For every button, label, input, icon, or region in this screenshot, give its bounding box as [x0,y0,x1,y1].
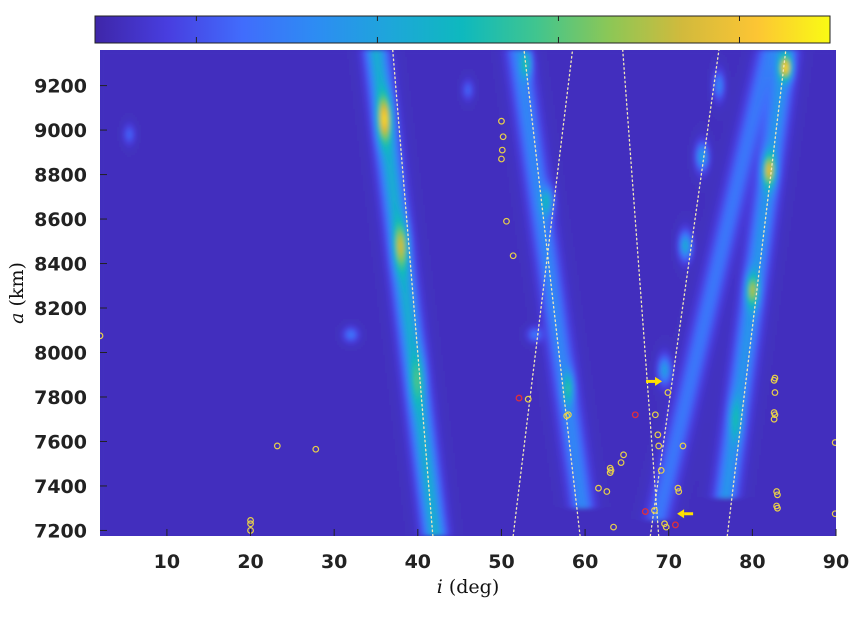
object-marker-yellow [273,442,281,450]
object-marker-yellow [620,451,627,459]
object-marker-yellow [247,517,254,524]
x-axis-title: i (deg) [437,576,500,598]
object-marker-yellow [498,155,505,163]
y-axis-title: a (km) [6,262,28,324]
object-marker-yellow [657,466,665,474]
y-tick-label: 7200 [34,520,87,542]
y-axis-ticks: 7200 7400 7600 7800 8000 8200 8400 8600 8800 9000… [34,76,107,542]
object-marker-yellow [607,466,615,474]
resonance-line [392,50,434,536]
object-marker-yellow [499,133,507,141]
y-tick-label: 8800 [34,165,87,187]
object-marker-yellow [247,520,254,528]
resonance-line [512,50,574,536]
object-marker-yellow [679,442,687,450]
object-marker-yellow [595,484,602,492]
object-marker-yellow [771,389,779,396]
object-marker-yellow [498,117,505,125]
resonance-line [726,50,787,536]
y-tick-label: 7600 [34,431,87,453]
object-marker-yellow [100,332,104,340]
resonance-lines [392,50,787,536]
heatmap-field [100,50,836,536]
y-axis-unit: (km) [6,262,28,306]
object-markers [100,117,836,534]
object-marker-yellow [509,252,517,260]
object-marker-yellow [774,491,781,499]
x-axis-unit: (deg) [449,576,499,598]
object-marker-yellow [610,523,617,531]
object-marker-yellow [651,507,658,514]
object-marker-yellow [617,459,625,466]
resonance-line [622,50,660,536]
colorbar [94,15,831,44]
object-marker-yellow [654,431,662,439]
object-marker-red [641,508,649,515]
y-tick-label: 7400 [34,476,87,498]
y-tick-label: 8000 [34,342,87,364]
object-marker-yellow [603,488,611,495]
object-marker-yellow [312,445,320,453]
object-marker-yellow [651,411,659,419]
x-axis-ticks: 10 20 30 40 50 60 70 80 90 [154,529,849,573]
y-tick-label: 7800 [34,387,87,409]
object-marker-yellow [771,374,779,382]
y-axis-symbol: a [6,313,28,324]
x-tick-label: 60 [572,551,598,573]
object-marker-yellow [498,146,506,154]
object-marker-yellow [524,395,532,403]
object-marker-yellow [664,389,672,396]
object-marker-yellow [655,442,663,450]
object-marker-red [671,521,679,529]
annotation-arrows [646,376,694,519]
object-marker-yellow [773,488,781,495]
y-tick-label: 8600 [34,209,87,231]
resonance-line [649,50,720,536]
annotation-arrow-head [677,509,685,519]
y-tick-label: 9200 [34,76,87,98]
object-marker-yellow [774,504,781,512]
object-marker-red [631,411,639,419]
object-marker-yellow [831,510,836,518]
object-marker-yellow [675,488,683,495]
x-tick-label: 30 [321,551,347,573]
plot-area [100,50,836,536]
y-tick-label: 8200 [34,298,87,320]
x-tick-label: 90 [823,551,849,573]
object-marker-yellow [503,217,510,225]
object-marker-yellow [831,439,836,446]
x-tick-label: 10 [154,551,180,573]
x-tick-label: 20 [237,551,263,573]
object-marker-red [515,394,523,402]
object-marker-yellow [661,520,668,528]
x-tick-label: 70 [656,551,682,573]
object-marker-yellow [662,523,670,531]
object-marker-yellow [771,411,779,419]
x-tick-label: 50 [488,551,514,573]
y-tick-label: 8400 [34,254,87,276]
object-marker-yellow [674,484,682,492]
annotation-arrow-head [655,376,663,386]
x-tick-label: 40 [405,551,431,573]
y-tick-label: 9000 [34,120,87,142]
object-marker-yellow [564,411,572,419]
x-axis-symbol: i [437,576,443,598]
x-tick-label: 80 [739,551,765,573]
object-marker-yellow [770,415,778,423]
resonance-line [523,50,581,536]
